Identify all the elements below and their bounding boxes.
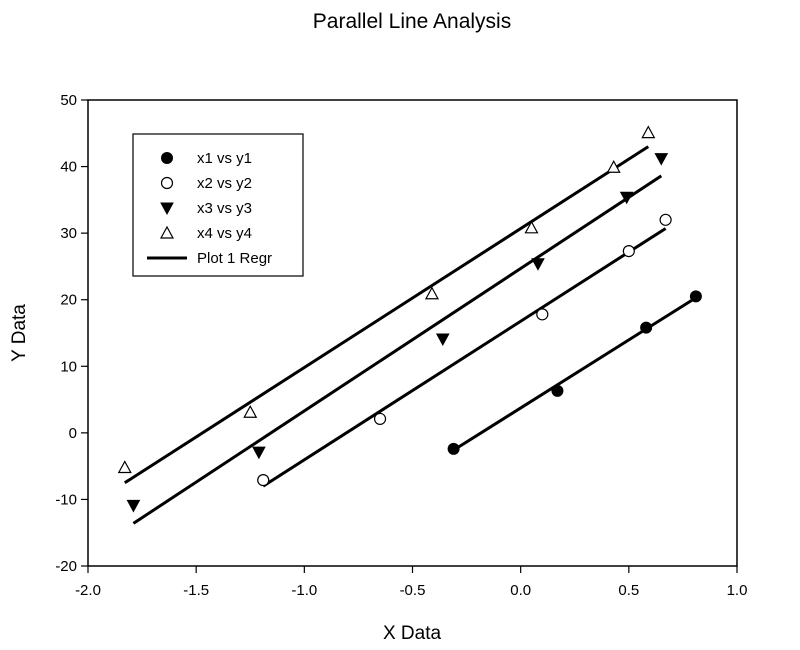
legend-marker-4 bbox=[159, 225, 175, 239]
series-4-point bbox=[117, 460, 132, 474]
series-2-point bbox=[536, 308, 549, 321]
legend-label-3: x3 vs y3 bbox=[197, 200, 252, 217]
x-axis-label: X Data bbox=[383, 623, 442, 644]
series-4-point bbox=[424, 286, 439, 300]
chart-title: Parallel Line Analysis bbox=[313, 10, 511, 33]
series-3-point bbox=[252, 446, 266, 460]
x-tick-label: 0.0 bbox=[510, 582, 531, 599]
series-3-point bbox=[126, 499, 141, 513]
y-tick-label: 30 bbox=[60, 225, 77, 242]
series-1-point bbox=[640, 321, 653, 334]
data-markers bbox=[117, 125, 702, 513]
series-4-point bbox=[524, 220, 539, 234]
x-tick-label: 1.0 bbox=[727, 582, 748, 599]
legend-label-2: x2 vs y2 bbox=[197, 175, 252, 192]
legend-label-1: x1 vs y1 bbox=[197, 150, 252, 167]
y-tick-label: -20 bbox=[55, 558, 77, 575]
series-4-point bbox=[641, 125, 656, 139]
x-tick-label: 0.5 bbox=[618, 582, 639, 599]
series-1-point bbox=[551, 384, 564, 397]
y-tick-label: 20 bbox=[60, 292, 77, 309]
x-tick-label: -1.5 bbox=[183, 582, 209, 599]
series-2-point bbox=[373, 412, 387, 425]
regression-lines bbox=[123, 145, 697, 525]
legend-marker-1 bbox=[161, 152, 173, 164]
y-tick-label: 10 bbox=[60, 358, 77, 375]
y-tick-label: 50 bbox=[60, 92, 77, 109]
legend-marker-3 bbox=[160, 202, 174, 216]
regression-line-4 bbox=[123, 145, 650, 485]
y-tick-label: 0 bbox=[69, 425, 77, 442]
x-axis: -2.0 -1.5 -1.0 -0.5 0.0 0.5 1.0 bbox=[75, 566, 747, 599]
series-2-point bbox=[622, 245, 635, 258]
legend-label-regression: Plot 1 Regr bbox=[197, 250, 272, 267]
series-3-point bbox=[619, 191, 634, 205]
series-4-point bbox=[243, 404, 258, 418]
series-2-point bbox=[257, 474, 270, 487]
legend-label-4: x4 vs y4 bbox=[197, 225, 252, 242]
series-2-point bbox=[659, 213, 672, 226]
y-tick-label: 40 bbox=[60, 159, 77, 176]
series-3-point bbox=[435, 333, 450, 347]
regression-line-3 bbox=[132, 174, 663, 525]
series-3-point bbox=[654, 153, 669, 166]
legend-marker-2 bbox=[160, 176, 174, 190]
regression-line-2 bbox=[262, 227, 667, 488]
y-tick-label: -10 bbox=[55, 491, 77, 508]
series-1-point bbox=[447, 442, 460, 455]
legend: x1 vs y1 x2 vs y2 x3 vs y3 x4 vs y4 Plot 1 R… bbox=[132, 133, 304, 277]
series-3-point bbox=[531, 258, 545, 271]
x-tick-label: -1.0 bbox=[291, 582, 317, 599]
x-tick-label: -2.0 bbox=[75, 582, 101, 599]
y-axis-label: Y Data bbox=[9, 304, 30, 362]
y-axis: -20 -10 0 10 20 30 40 50 bbox=[55, 92, 88, 575]
regression-line-1 bbox=[452, 296, 697, 452]
x-tick-label: -0.5 bbox=[400, 582, 426, 599]
series-1-point bbox=[689, 290, 702, 303]
series-4-point bbox=[606, 159, 621, 173]
